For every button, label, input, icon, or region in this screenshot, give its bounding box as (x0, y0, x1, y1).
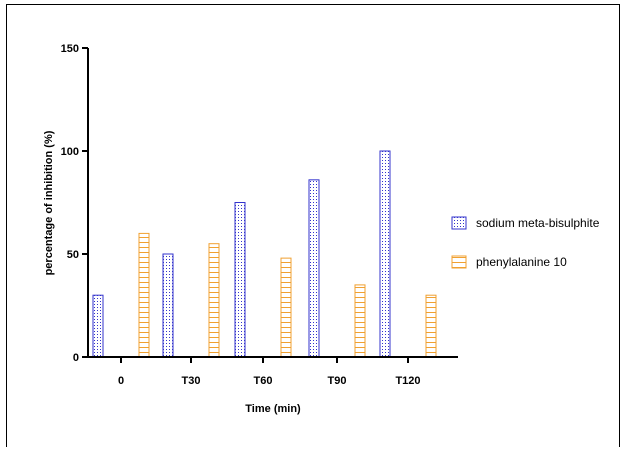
x-tick-label: 0 (118, 375, 124, 387)
y-tick-label: 150 (61, 43, 79, 55)
bar-sodium-0 (92, 294, 104, 358)
x-tick-label: T90 (328, 375, 347, 387)
legend: sodium meta-bisulphite phenylalanine 10 (451, 216, 600, 269)
bars-group (92, 150, 437, 358)
x-tick-label: T30 (182, 375, 201, 387)
bar-phenylalanine-T30 (208, 243, 220, 358)
bar-phenylalanine-T60 (280, 257, 292, 358)
legend-swatch (451, 255, 467, 269)
x-tick-label: T120 (395, 375, 420, 387)
x-axis-label: Time (min) (245, 403, 301, 415)
bar-phenylalanine-T90 (354, 284, 366, 358)
legend-label: sodium meta-bisulphite (476, 216, 600, 230)
bar-sodium-T30 (162, 253, 174, 358)
bar-sodium-T60 (234, 202, 246, 358)
bar-sodium-T90 (308, 179, 320, 358)
y-tick-label: 50 (67, 249, 79, 261)
bar-sodium-T120 (379, 150, 391, 358)
legend-swatch (451, 216, 467, 230)
x-ticks-group: 0 T30 T60 T90 T120 (118, 357, 421, 387)
y-tick-label: 0 (73, 352, 79, 364)
legend-label: phenylalanine 10 (476, 255, 567, 269)
bar-phenylalanine-0 (138, 232, 150, 358)
y-tick-label: 100 (61, 146, 79, 158)
x-tick-label: T60 (254, 375, 273, 387)
y-ticks-group: 0 50 100 150 (61, 43, 88, 364)
axes-group (87, 48, 458, 358)
bar-phenylalanine-T120 (425, 294, 437, 358)
y-axis-label: percentage of inhibition (%) (43, 130, 55, 275)
